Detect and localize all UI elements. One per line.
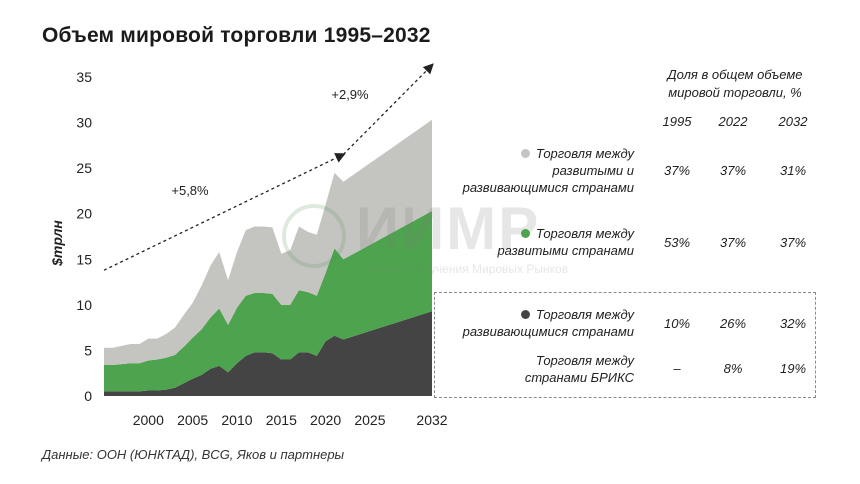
legend-row-developed-developing: Торговля между развитыми и развивающимис…: [463, 145, 634, 196]
legend-bullet-green: [520, 229, 530, 238]
growth-arrow: [342, 63, 434, 155]
growth-rate-label: +5,8%: [171, 183, 209, 198]
x-tick-label: 2000: [133, 412, 164, 428]
growth-rate-label: +2,9%: [331, 87, 369, 102]
x-tick-label: 2032: [416, 412, 447, 428]
x-tick-label: 2025: [354, 412, 385, 428]
row-label-line: Торговля между: [535, 226, 634, 241]
chart-title: Объем мировой торговли 1995–2032: [42, 24, 431, 47]
table-cell: 37%: [719, 163, 747, 178]
legend-row-brics: Торговля между странами БРИКС: [525, 352, 634, 386]
y-axis-ticks: 0 5 10 15 20 25 30 35: [76, 69, 92, 404]
table-cell: 10%: [663, 316, 691, 331]
y-tick-label: 5: [84, 342, 92, 358]
table-cell: 8%: [723, 361, 743, 376]
year-header-1995: 1995: [662, 114, 692, 129]
table-cell: 37%: [779, 235, 807, 250]
legend-bullet-dark: [520, 310, 530, 319]
x-axis-ticks: 2000 2005 2010 2015 2020 2025 2032: [133, 412, 448, 428]
table-cell: 26%: [719, 316, 747, 331]
legend-row-developing: Торговля между развивающимися странами: [463, 306, 634, 340]
table-cell: –: [673, 361, 681, 376]
row-label-line: развивающимися странами: [462, 180, 634, 195]
x-tick-label: 2020: [310, 412, 341, 428]
table-cell: 31%: [779, 163, 807, 178]
y-tick-label: 25: [76, 160, 92, 176]
area-series-group: [104, 119, 432, 396]
row-label-line: развивающимися странами: [462, 324, 634, 339]
row-label-line: Торговля между: [535, 146, 634, 161]
row-label-line: странами БРИКС: [524, 370, 634, 385]
row-label-line: развитыми странами: [497, 243, 634, 258]
y-tick-label: 0: [84, 388, 92, 404]
growth-annotations: +5,8% +2,9%: [103, 63, 434, 271]
area-series-1: [104, 211, 432, 392]
data-source-note: Данные: ООН (ЮНКТАД), BCG, Яков и партне…: [42, 447, 345, 462]
x-tick-label: 2015: [266, 412, 297, 428]
area-series-0: [104, 311, 432, 396]
legend-bullet-gray: [520, 149, 530, 158]
y-tick-label: 30: [76, 115, 92, 131]
year-header-2022: 2022: [718, 114, 748, 129]
growth-arrow: [103, 153, 346, 271]
table-cell: 37%: [719, 235, 747, 250]
area-series-2: [104, 119, 432, 365]
row-label-line: Торговля между: [535, 307, 634, 322]
table-cell: 32%: [779, 316, 807, 331]
share-table-header: Доля в общем объеме мировой торговли, %: [667, 67, 803, 100]
y-axis-label: $трлн: [49, 220, 65, 267]
y-tick-label: 10: [76, 297, 92, 313]
y-tick-label: 35: [76, 69, 92, 85]
y-tick-label: 20: [76, 206, 92, 222]
row-label-line: Торговля между: [535, 353, 634, 368]
legend-row-developed: Торговля между развитыми странами: [497, 225, 634, 259]
x-tick-label: 2005: [177, 412, 208, 428]
y-tick-label: 15: [76, 251, 92, 267]
developing-countries-box: [434, 292, 816, 398]
year-header-2032: 2032: [778, 114, 808, 129]
table-cell: 37%: [663, 163, 691, 178]
table-cell: 19%: [779, 361, 807, 376]
row-label-line: развитыми и: [552, 163, 634, 178]
table-cell: 53%: [663, 235, 691, 250]
x-tick-label: 2010: [221, 412, 252, 428]
